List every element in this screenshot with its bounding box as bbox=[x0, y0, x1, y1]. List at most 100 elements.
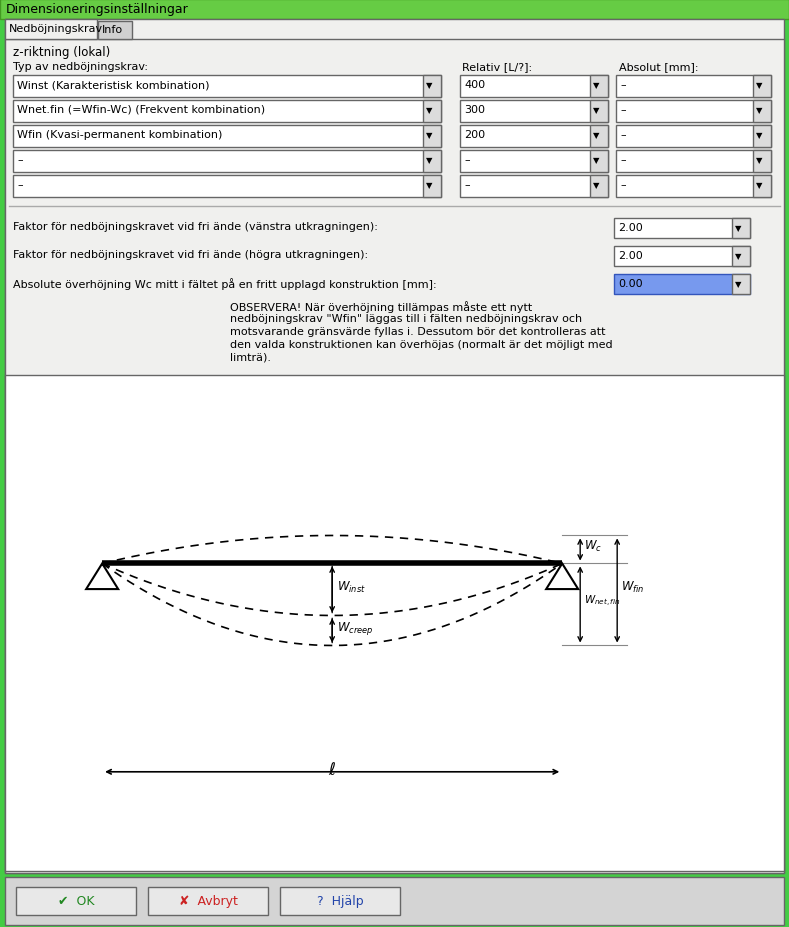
Bar bbox=[614, 274, 750, 295]
Bar bbox=[460, 101, 608, 123]
Text: nedböjningskrav "Wfin" läggas till i fälten nedböjningskrav och: nedböjningskrav "Wfin" läggas till i fäl… bbox=[230, 313, 582, 324]
Bar bbox=[616, 101, 771, 123]
Bar bbox=[753, 126, 771, 147]
Text: Winst (Karakteristisk kombination): Winst (Karakteristisk kombination) bbox=[17, 80, 210, 90]
Text: ▼: ▼ bbox=[593, 156, 600, 165]
Bar bbox=[460, 176, 608, 197]
Text: 2.00: 2.00 bbox=[618, 250, 643, 260]
Text: ▼: ▼ bbox=[426, 156, 432, 165]
Bar bbox=[0, 0, 789, 20]
Text: 200: 200 bbox=[464, 130, 485, 140]
Text: –: – bbox=[620, 155, 626, 165]
Text: ▼: ▼ bbox=[735, 223, 742, 233]
Bar bbox=[98, 22, 132, 40]
Bar bbox=[590, 126, 608, 147]
Bar bbox=[5, 40, 784, 873]
Text: –: – bbox=[620, 80, 626, 90]
Text: ▼: ▼ bbox=[756, 106, 762, 115]
Text: $\ell$: $\ell$ bbox=[328, 760, 336, 778]
Text: Faktor för nedböjningskravet vid fri ände (högra utkragningen):: Faktor för nedböjningskravet vid fri änd… bbox=[13, 249, 368, 260]
Text: Faktor för nedböjningskravet vid fri ände (vänstra utkragningen):: Faktor för nedböjningskravet vid fri änd… bbox=[13, 222, 378, 232]
Bar bbox=[753, 76, 771, 98]
Text: ▼: ▼ bbox=[735, 252, 742, 260]
Bar bbox=[5, 20, 97, 40]
Bar bbox=[732, 219, 750, 239]
Text: 300: 300 bbox=[464, 105, 485, 115]
Text: den valda konstruktionen kan överhöjas (normalt är det möjligt med: den valda konstruktionen kan överhöjas (… bbox=[230, 339, 612, 349]
Text: Relativ [L/?]:: Relativ [L/?]: bbox=[462, 62, 532, 72]
Bar bbox=[616, 151, 771, 172]
Text: ▼: ▼ bbox=[426, 81, 432, 90]
Text: –: – bbox=[464, 155, 469, 165]
Bar bbox=[614, 219, 750, 239]
Text: Absolute överhöjning Wc mitt i fältet på en fritt upplagd konstruktion [mm]:: Absolute överhöjning Wc mitt i fältet på… bbox=[13, 278, 436, 289]
Bar bbox=[13, 151, 441, 172]
Text: 400: 400 bbox=[464, 80, 485, 90]
Text: Absolut [mm]:: Absolut [mm]: bbox=[619, 62, 698, 72]
Bar bbox=[460, 126, 608, 147]
Text: motsvarande gränsvärde fyllas i. Dessutom bör det kontrolleras att: motsvarande gränsvärde fyllas i. Dessuto… bbox=[230, 326, 605, 337]
Text: 2.00: 2.00 bbox=[618, 222, 643, 233]
Bar bbox=[590, 76, 608, 98]
Bar bbox=[614, 247, 750, 267]
Text: ?  Hjälp: ? Hjälp bbox=[316, 895, 363, 908]
Bar bbox=[16, 887, 136, 915]
Text: ▼: ▼ bbox=[735, 280, 742, 288]
Text: –: – bbox=[17, 180, 23, 190]
Bar bbox=[0, 875, 789, 927]
Bar bbox=[460, 151, 608, 172]
Text: $W_c$: $W_c$ bbox=[584, 539, 602, 553]
Bar bbox=[753, 176, 771, 197]
Bar bbox=[423, 151, 441, 172]
Text: ▼: ▼ bbox=[756, 156, 762, 165]
Text: ▼: ▼ bbox=[426, 181, 432, 190]
Text: ▼: ▼ bbox=[756, 181, 762, 190]
Bar bbox=[13, 101, 441, 123]
Text: –: – bbox=[17, 155, 23, 165]
Bar bbox=[616, 126, 771, 147]
Text: limträ).: limträ). bbox=[230, 352, 271, 362]
Bar bbox=[148, 887, 268, 915]
Text: ▼: ▼ bbox=[593, 181, 600, 190]
Text: –: – bbox=[620, 180, 626, 190]
Text: ▼: ▼ bbox=[426, 131, 432, 140]
Bar bbox=[460, 76, 608, 98]
Text: Dimensioneringsinställningar: Dimensioneringsinställningar bbox=[6, 3, 189, 16]
Text: z-riktning (lokal): z-riktning (lokal) bbox=[13, 46, 110, 59]
Bar bbox=[423, 76, 441, 98]
Text: ✔  OK: ✔ OK bbox=[58, 895, 94, 908]
Text: ▼: ▼ bbox=[426, 106, 432, 115]
Text: $W_{inst}$: $W_{inst}$ bbox=[337, 579, 366, 594]
Polygon shape bbox=[546, 564, 578, 590]
Text: –: – bbox=[464, 180, 469, 190]
Bar bbox=[423, 126, 441, 147]
Text: $W_{creep}$: $W_{creep}$ bbox=[337, 619, 374, 636]
Text: ✘  Avbryt: ✘ Avbryt bbox=[178, 895, 237, 908]
Bar bbox=[616, 176, 771, 197]
Bar bbox=[423, 101, 441, 123]
Bar bbox=[13, 76, 441, 98]
Bar bbox=[732, 247, 750, 267]
Text: –: – bbox=[620, 130, 626, 140]
Text: ▼: ▼ bbox=[593, 106, 600, 115]
Text: Info: Info bbox=[102, 25, 123, 35]
Text: Wnet.fin (=Wfin-Wc) (Frekvent kombination): Wnet.fin (=Wfin-Wc) (Frekvent kombinatio… bbox=[17, 105, 265, 115]
Bar bbox=[5, 375, 784, 871]
Bar bbox=[13, 176, 441, 197]
Text: –: – bbox=[620, 105, 626, 115]
Text: $W_{fin}$: $W_{fin}$ bbox=[621, 579, 645, 594]
Text: Nedböjningskrav: Nedböjningskrav bbox=[9, 24, 103, 34]
Text: Wfin (Kvasi-permanent kombination): Wfin (Kvasi-permanent kombination) bbox=[17, 130, 222, 140]
Bar bbox=[280, 887, 400, 915]
Bar bbox=[590, 101, 608, 123]
Bar bbox=[616, 76, 771, 98]
Bar bbox=[5, 877, 784, 925]
Polygon shape bbox=[86, 564, 118, 590]
Text: OBSERVERA! När överhöjning tillämpas måste ett nytt: OBSERVERA! När överhöjning tillämpas mås… bbox=[230, 300, 533, 312]
Text: ▼: ▼ bbox=[756, 131, 762, 140]
Bar bbox=[590, 176, 608, 197]
Text: Typ av nedböjningskrav:: Typ av nedböjningskrav: bbox=[13, 62, 148, 72]
Bar bbox=[753, 101, 771, 123]
Bar bbox=[13, 126, 441, 147]
Text: ▼: ▼ bbox=[593, 81, 600, 90]
